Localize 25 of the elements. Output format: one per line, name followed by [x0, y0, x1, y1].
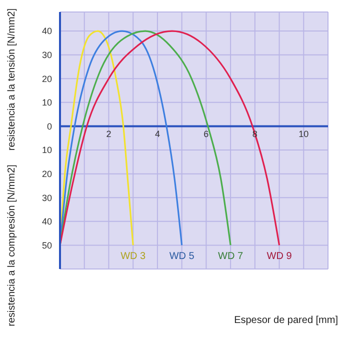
- series-label: WD 3: [120, 251, 146, 262]
- x-tick-label: 10: [298, 129, 309, 140]
- y-tick-label: 20: [42, 74, 52, 84]
- line-series: [60, 30, 232, 246]
- series-label: WD 9: [266, 251, 292, 262]
- text: resistencia a la compresión [N/mm2]: [6, 164, 18, 326]
- y-tick-label: 40: [42, 216, 52, 227]
- y-tick-label: 50: [42, 240, 52, 250]
- x-axis-title: Espesor de pared [mm]: [234, 315, 338, 326]
- line-series: [60, 30, 280, 246]
- y-tick-label: 0: [46, 121, 52, 132]
- line-series: [60, 30, 134, 246]
- y-axis-title: resistencia a la tensión [N/mm2]: [6, 8, 18, 150]
- series-label: WD 7: [218, 251, 244, 262]
- y-tick-label: 40: [42, 26, 52, 36]
- y-tick-label: 10: [42, 98, 52, 108]
- series-label: WD 5: [169, 251, 195, 262]
- x-tick-label: 4: [154, 129, 160, 140]
- y-tick-label: 30: [42, 192, 52, 203]
- line-series: [60, 30, 183, 246]
- x-tick-label: 2: [106, 129, 112, 140]
- x-tick-label: 6: [204, 129, 209, 140]
- y-tick-label: 10: [42, 145, 52, 156]
- y-tick-label: 20: [42, 169, 52, 180]
- y-tick-label: 30: [42, 50, 52, 60]
